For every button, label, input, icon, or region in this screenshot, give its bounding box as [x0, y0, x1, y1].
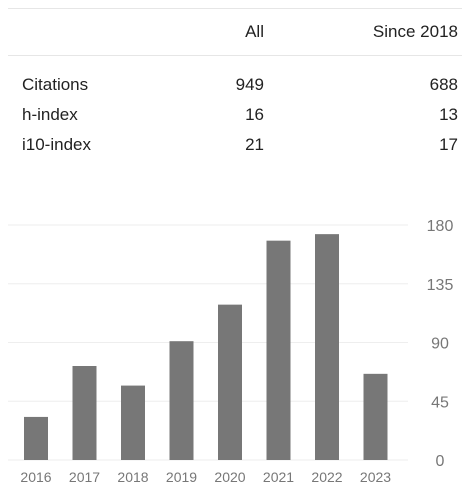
i10-index-all-value: 21 [245, 135, 264, 154]
y-tick-label: 180 [427, 218, 454, 235]
bar-2022[interactable] [315, 234, 339, 460]
bar-2020[interactable] [218, 304, 242, 460]
bar-2018[interactable] [121, 385, 145, 460]
x-tick-label: 2019 [166, 469, 197, 485]
h-index-since-value: 13 [439, 105, 458, 124]
table-header-divider [8, 55, 462, 56]
y-tick-label: 135 [427, 277, 454, 294]
i10-index-since-value: 17 [439, 135, 458, 154]
citations-all-value: 949 [235, 75, 264, 94]
bar-2017[interactable] [72, 366, 97, 460]
h-index-all-value: 16 [245, 105, 264, 124]
table-top-divider [8, 8, 462, 9]
bar-2016[interactable] [24, 416, 48, 460]
x-tick-label: 2018 [117, 469, 148, 485]
bar-2021[interactable] [266, 240, 291, 460]
citations-per-year-chart: 0 45 90 135 180 2016 2017 2018 2019 2020 2021 2022 2… [0, 200, 462, 489]
x-tick-label: 2023 [360, 469, 391, 485]
bar-2023[interactable] [363, 373, 388, 460]
row-label-i10-index: i10-index [22, 135, 91, 154]
y-tick-label: 45 [431, 394, 449, 411]
x-tick-label: 2021 [263, 469, 294, 485]
bar-2019[interactable] [169, 341, 194, 460]
column-header-all: All [245, 22, 264, 41]
x-tick-label: 2020 [214, 469, 245, 485]
row-label-citations: Citations [22, 75, 89, 94]
x-tick-label: 2016 [20, 469, 51, 485]
column-header-since-2018: Since 2018 [372, 22, 458, 41]
citations-bar-chart: 0 45 90 135 180 2016 2017 2018 2019 2020 2021 2022 2… [8, 218, 454, 485]
x-tick-label: 2022 [311, 469, 342, 485]
y-tick-label: 90 [431, 336, 449, 353]
y-tick-label: 0 [436, 453, 445, 470]
x-tick-label: 2017 [69, 469, 100, 485]
citations-since-value: 688 [429, 75, 458, 94]
row-label-h-index: h-index [22, 105, 78, 124]
